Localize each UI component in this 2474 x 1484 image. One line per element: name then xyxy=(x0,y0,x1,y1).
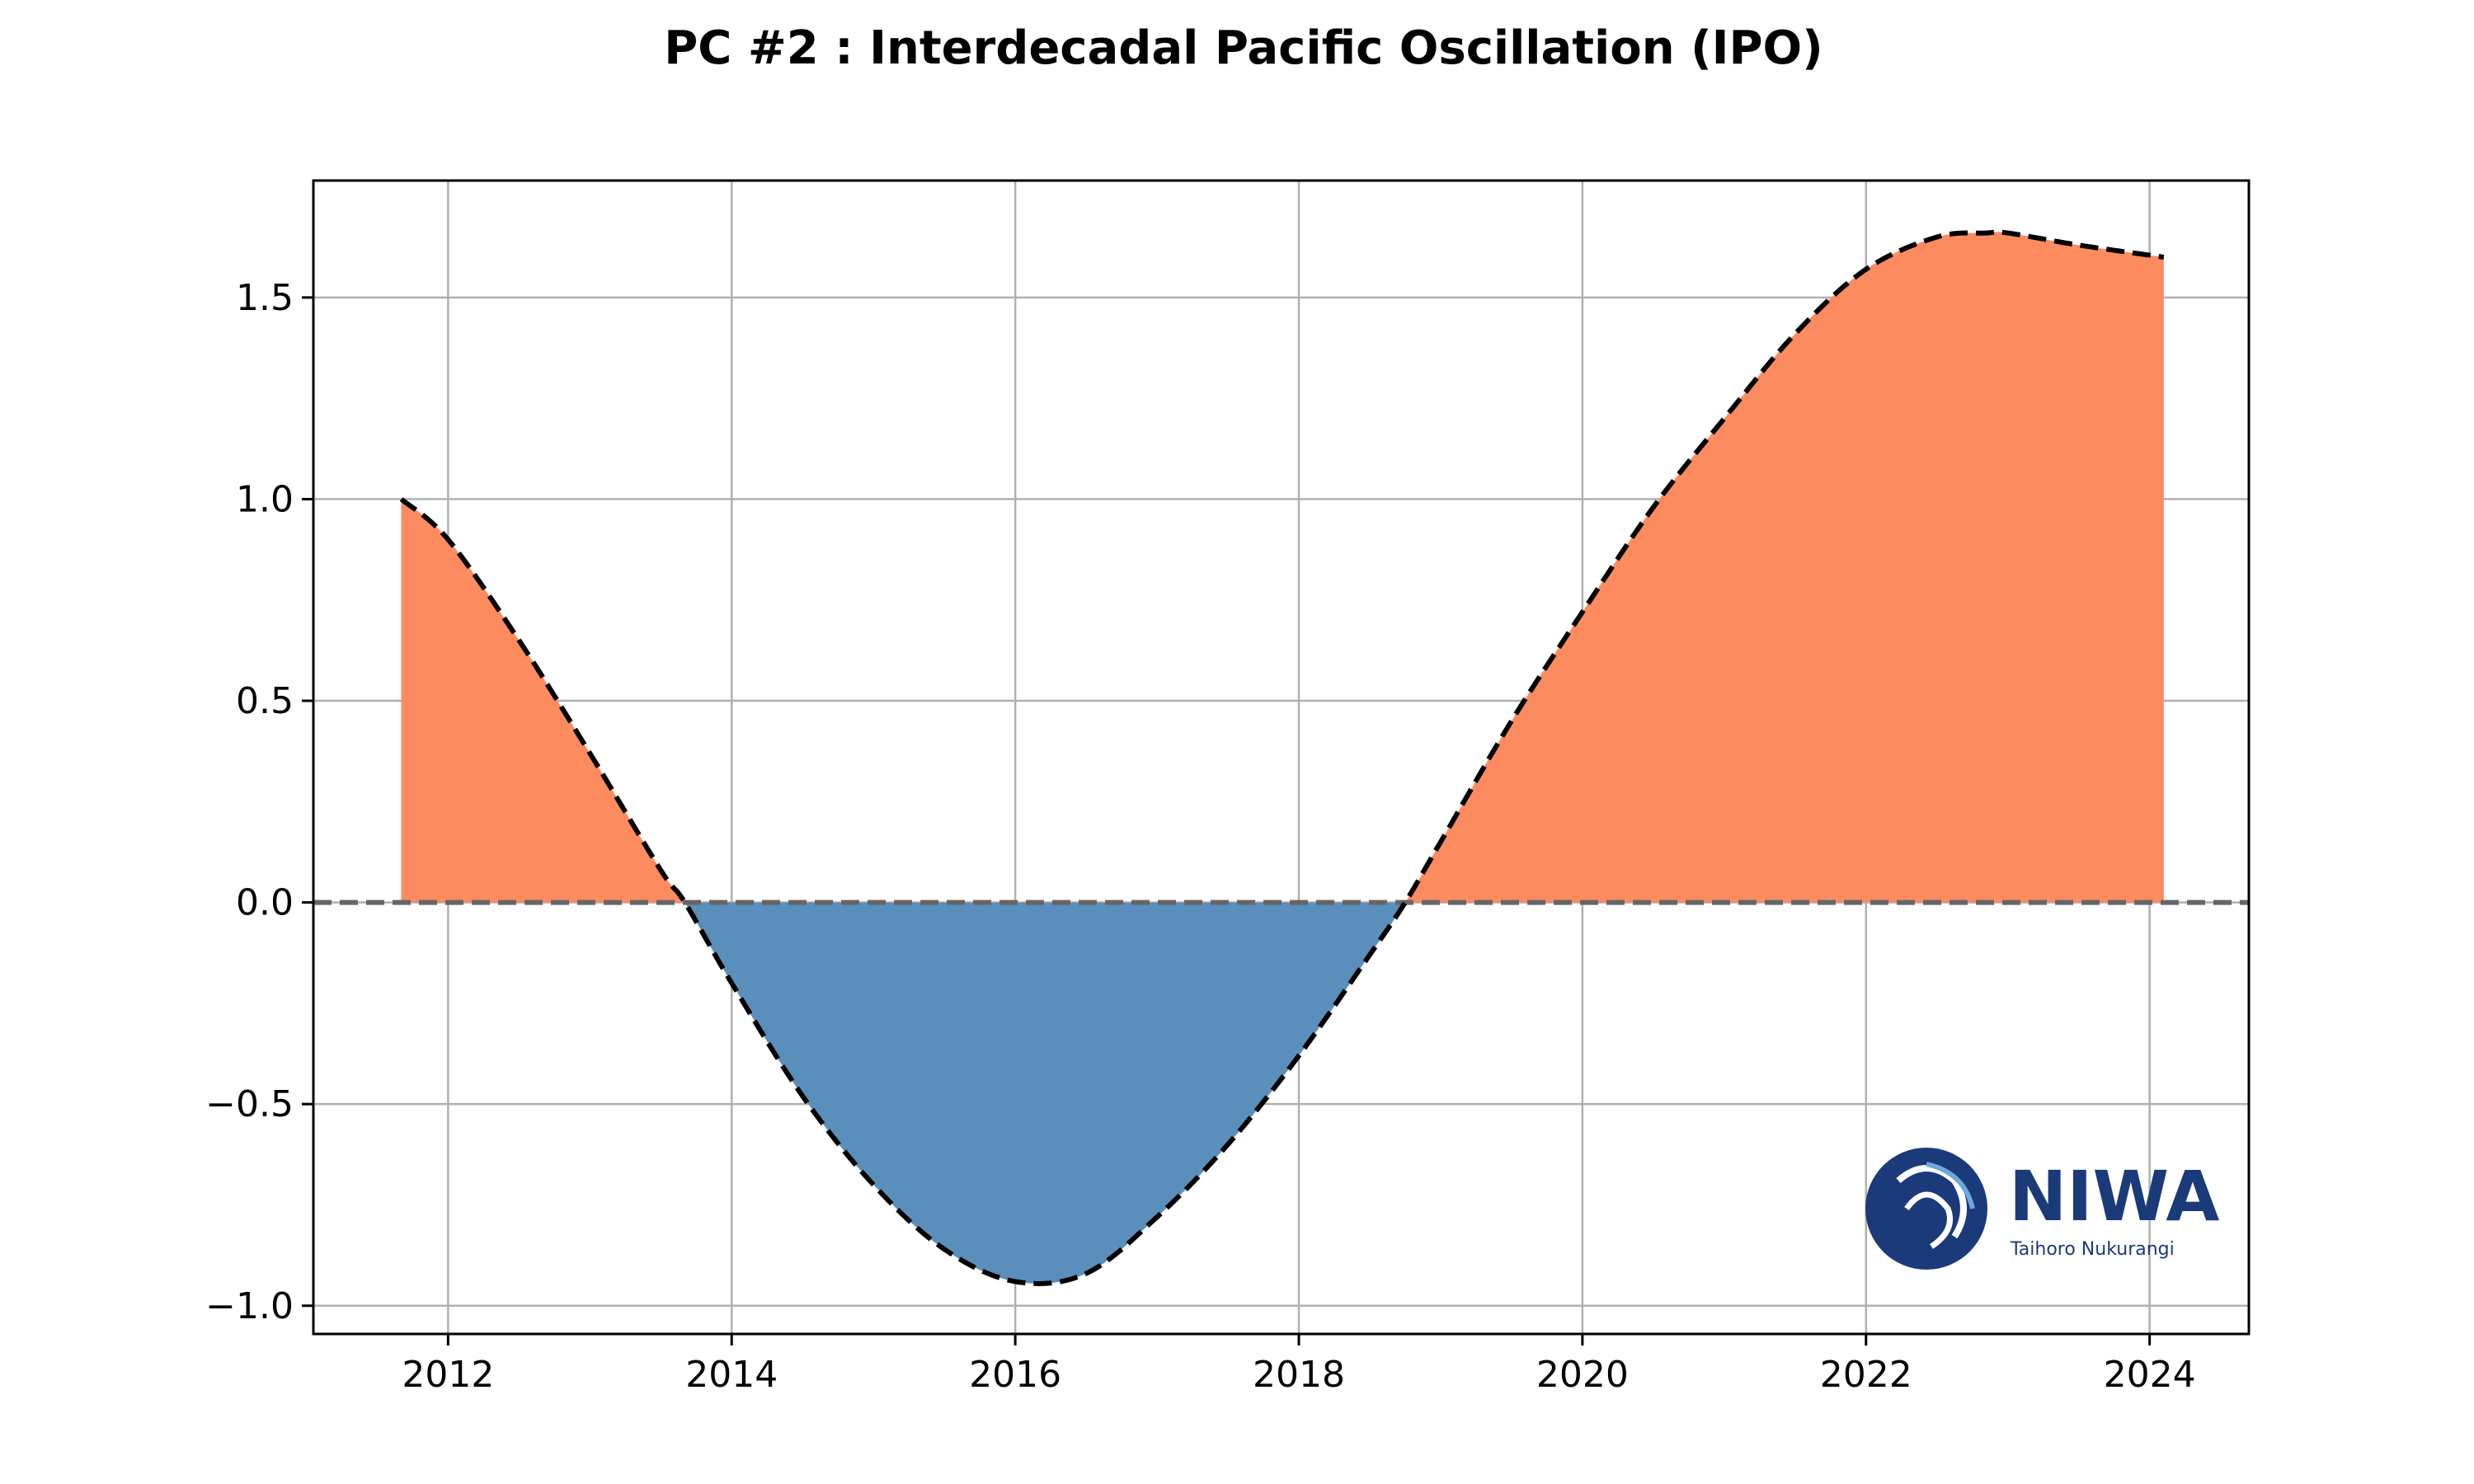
niwa-logo: NIWA Taihoro Nukurangi xyxy=(1865,1148,2219,1270)
x-tick-label: 2018 xyxy=(1253,1354,1345,1396)
x-tick-label: 2014 xyxy=(685,1354,778,1396)
y-tick-label: 0.0 xyxy=(236,882,294,924)
plot-frame xyxy=(312,179,2251,1336)
ipo-series-line xyxy=(399,229,2165,1286)
y-tick-label: 0.5 xyxy=(236,680,294,722)
y-tick-label: 1.0 xyxy=(236,478,294,520)
y-tick-label: −0.5 xyxy=(205,1083,294,1125)
x-axis: 2012 2014 2016 2018 2020 2022 2024 xyxy=(402,1334,2196,1396)
x-tick-label: 2012 xyxy=(402,1354,494,1396)
x-tick-label: 2020 xyxy=(1536,1354,1629,1396)
y-tick-label: −1.0 xyxy=(205,1285,294,1327)
logo-name: NIWA xyxy=(2009,1156,2219,1237)
logo-tagline: Taihoro Nukurangi xyxy=(2010,1239,2175,1260)
series-lines xyxy=(313,229,2249,1286)
y-axis: −1.0 −0.5 0.0 0.5 1.0 1.5 xyxy=(205,277,313,1327)
x-tick-label: 2022 xyxy=(1820,1354,1912,1396)
x-tick-label: 2024 xyxy=(2104,1354,2196,1396)
negative-area-fill xyxy=(684,902,1405,1284)
niwa-swirl-icon xyxy=(1865,1148,1987,1270)
positive-area-fill xyxy=(401,499,685,903)
area-fills xyxy=(401,232,2164,1284)
positive-area-fill xyxy=(1404,232,2164,903)
y-tick-label: 1.5 xyxy=(236,277,294,319)
chart-title: PC #2 : Interdecadal Pacific Oscillation… xyxy=(664,21,1823,75)
x-tick-label: 2016 xyxy=(969,1354,1061,1396)
